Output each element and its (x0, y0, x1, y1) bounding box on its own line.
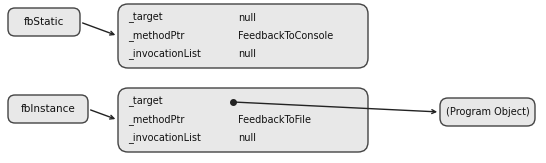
Text: null: null (238, 133, 256, 143)
Text: _methodPtr: _methodPtr (128, 115, 185, 126)
FancyBboxPatch shape (118, 88, 368, 152)
FancyBboxPatch shape (118, 4, 368, 68)
Text: fbStatic: fbStatic (24, 17, 64, 27)
FancyBboxPatch shape (440, 98, 535, 126)
Text: FeedbackToConsole: FeedbackToConsole (238, 31, 333, 41)
Text: _target: _target (128, 97, 163, 107)
Text: fbInstance: fbInstance (21, 104, 75, 114)
Text: _target: _target (128, 13, 163, 23)
Text: null: null (238, 49, 256, 59)
Text: (Program Object): (Program Object) (446, 107, 530, 117)
FancyBboxPatch shape (8, 8, 80, 36)
Text: _invocationList: _invocationList (128, 49, 201, 59)
Text: _methodPtr: _methodPtr (128, 30, 185, 41)
Text: FeedbackToFile: FeedbackToFile (238, 115, 311, 125)
FancyBboxPatch shape (8, 95, 88, 123)
Text: _invocationList: _invocationList (128, 133, 201, 143)
Text: null: null (238, 13, 256, 23)
